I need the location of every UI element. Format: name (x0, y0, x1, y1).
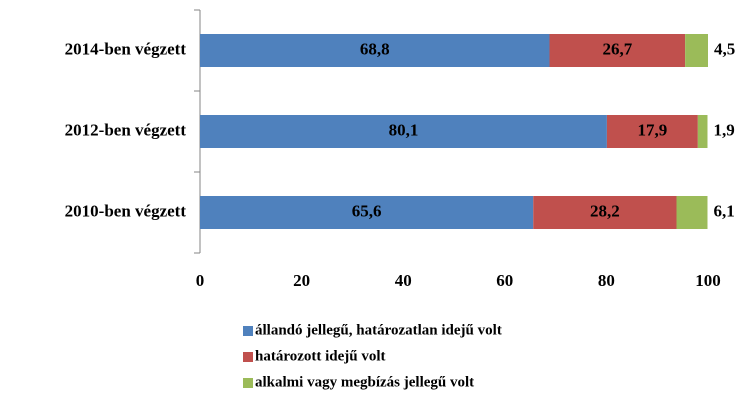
legend-label: határozott idejű volt (255, 348, 386, 364)
x-tick-label: 20 (293, 271, 310, 290)
legend-swatch (243, 326, 253, 336)
bar-segment (200, 34, 550, 67)
bar-segment (685, 34, 708, 67)
bar-segment (549, 34, 686, 67)
y-tick-label: 2012-ben végzett (65, 120, 187, 139)
data-label: 26,7 (602, 39, 632, 58)
data-label: 6,1 (713, 201, 734, 220)
bar-segment (200, 115, 607, 148)
x-tick-label: 80 (598, 271, 615, 290)
bar-segment (676, 196, 708, 229)
bar-segment (697, 115, 708, 148)
y-tick-label: 2014-ben végzett (65, 39, 187, 58)
x-tick-label: 100 (695, 271, 721, 290)
x-tick-label: 60 (496, 271, 513, 290)
legend-label: alkalmi vagy megbízás jellegű volt (255, 374, 474, 390)
y-tick-label: 2010-ben végzett (65, 201, 187, 220)
data-label: 1,9 (713, 120, 734, 139)
legend-swatch (243, 378, 253, 388)
bar-segment (606, 115, 698, 148)
data-label: 17,9 (637, 120, 667, 139)
data-label: 68,8 (360, 39, 390, 58)
data-label: 4,5 (714, 39, 735, 58)
bar-segment (533, 196, 677, 229)
data-label: 65,6 (352, 201, 382, 220)
legend-swatch (243, 352, 253, 362)
x-tick-label: 40 (395, 271, 412, 290)
legend-label: állandó jellegű, határozatlan idejű volt (255, 322, 502, 338)
data-label: 80,1 (389, 120, 419, 139)
bar-segment (200, 196, 534, 229)
data-label: 28,2 (590, 201, 620, 220)
x-tick-label: 0 (196, 271, 205, 290)
